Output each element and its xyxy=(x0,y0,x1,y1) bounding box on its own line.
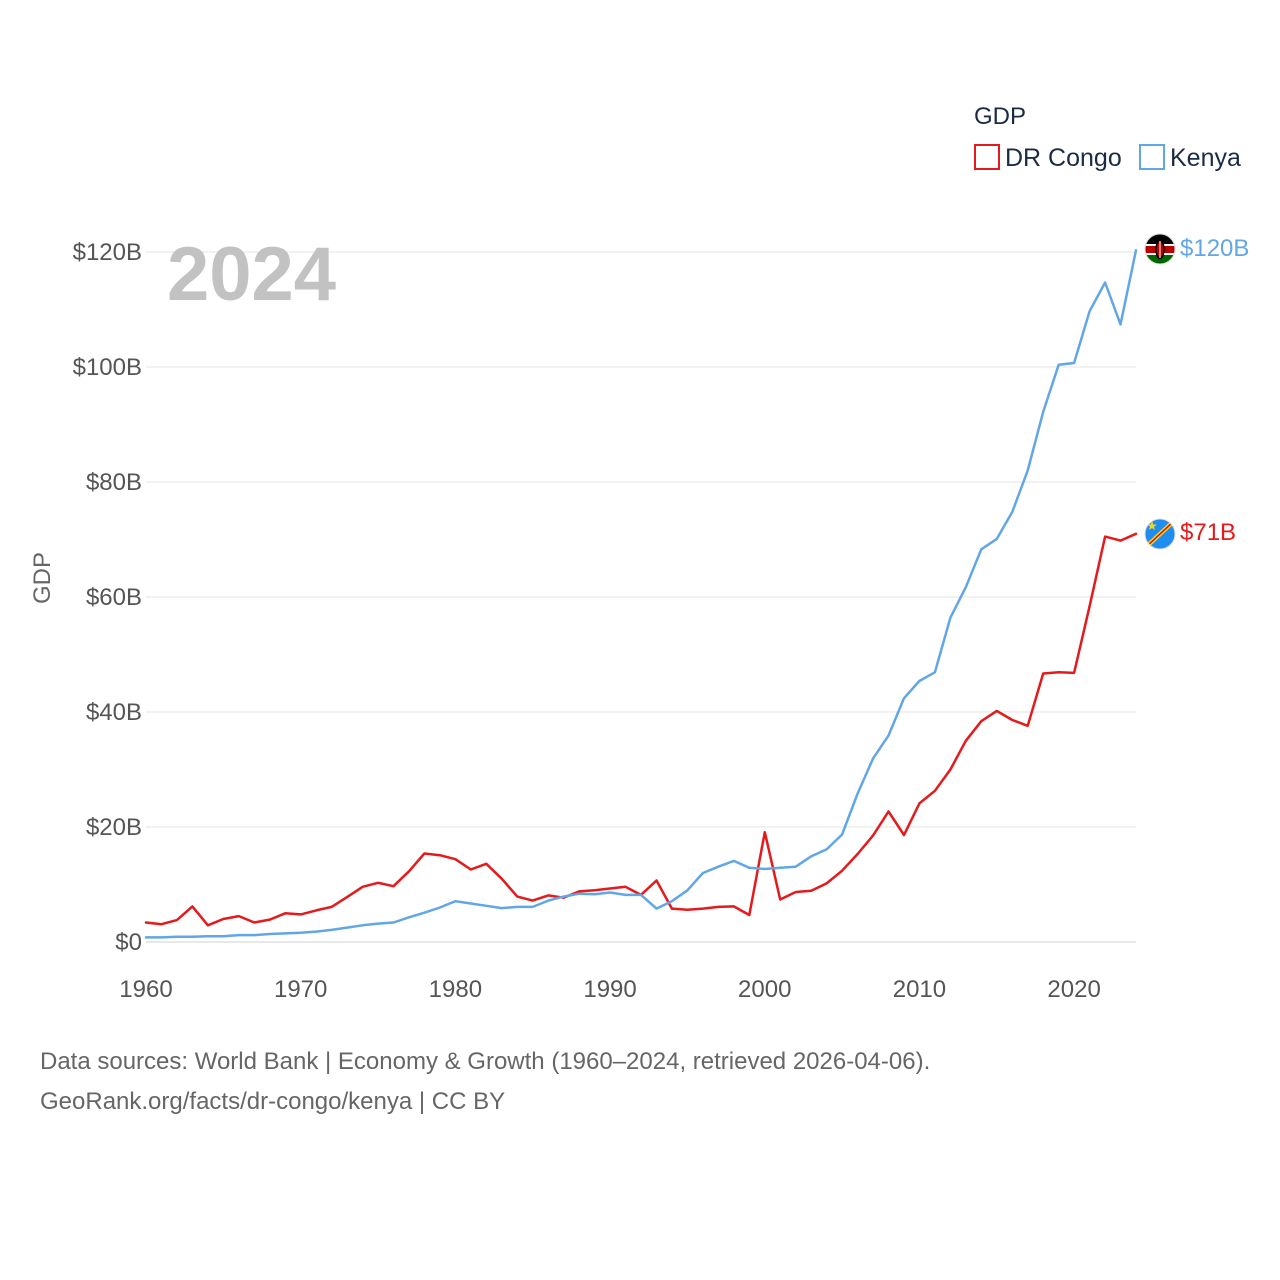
y-tick-label: $120B xyxy=(73,239,142,266)
x-tick-label: 1970 xyxy=(274,976,327,1003)
legend-label-dr-congo: DR Congo xyxy=(1005,144,1122,172)
dr-congo-end-value-label: $71B xyxy=(1180,519,1236,546)
y-axis-label: GDP xyxy=(29,552,56,604)
x-tick-label: 1960 xyxy=(119,976,172,1003)
x-tick-label: 2000 xyxy=(738,976,791,1003)
y-tick-label: $60B xyxy=(86,584,142,611)
x-axis-ticks: 1960 1970 1980 1990 2000 2010 2020 xyxy=(119,976,1101,1003)
legend-swatch-kenya xyxy=(1139,144,1165,170)
legend-title: GDP xyxy=(974,103,1026,130)
gdp-line-chart: $0 $20B $40B $60B $80B $100B $120B 1960 1970 198… xyxy=(29,103,1249,1003)
y-tick-label: $80B xyxy=(86,469,142,496)
kenya-end-value-label: $120B xyxy=(1180,235,1249,262)
x-tick-label: 2010 xyxy=(893,976,946,1003)
footer: Data sources: World Bank | Economy & Gro… xyxy=(40,1042,930,1122)
kenya-flag-icon xyxy=(1145,234,1175,264)
dr-congo-flag-icon xyxy=(1145,519,1175,549)
y-tick-label: $0 xyxy=(115,929,142,956)
series-lines xyxy=(144,249,1138,939)
legend-swatch-dr-congo xyxy=(974,144,1000,170)
y-tick-label: $20B xyxy=(86,814,142,841)
y-tick-label: $40B xyxy=(86,699,142,726)
y-tick-label: $100B xyxy=(73,354,142,381)
legend: GDP DR Congo Kenya xyxy=(974,103,1241,172)
year-label: 2024 xyxy=(167,232,336,317)
x-tick-label: 2020 xyxy=(1047,976,1100,1003)
legend-item-dr-congo[interactable]: DR Congo xyxy=(974,144,1122,172)
x-tick-label: 1980 xyxy=(429,976,482,1003)
series-line-dr-congo xyxy=(144,532,1138,927)
x-tick-label: 1990 xyxy=(583,976,636,1003)
series-line-kenya xyxy=(144,249,1138,939)
y-axis-ticks: $0 $20B $40B $60B $80B $100B $120B xyxy=(73,239,142,956)
legend-item-kenya[interactable]: Kenya xyxy=(1139,144,1241,172)
grid-lines xyxy=(146,251,1136,943)
footer-link[interactable]: GeoRank.org/facts/dr-congo/kenya | CC BY xyxy=(40,1088,506,1115)
legend-label-kenya: Kenya xyxy=(1170,144,1241,172)
footer-sources: Data sources: World Bank | Economy & Gro… xyxy=(40,1048,931,1075)
